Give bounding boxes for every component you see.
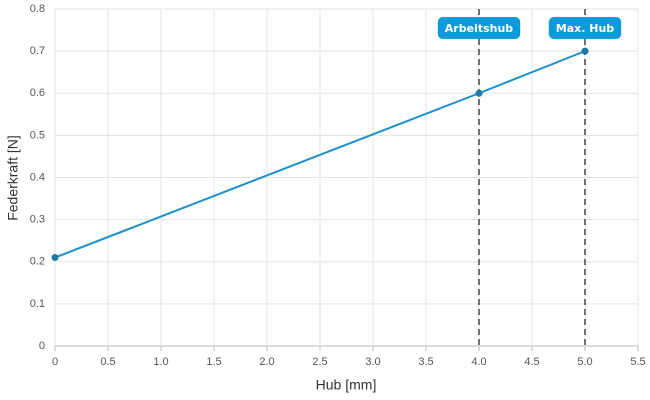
x-tick-label: 3.5	[418, 356, 433, 368]
point	[51, 254, 59, 262]
y-tick-label: 0.3	[30, 214, 45, 226]
y-tick-label: 0	[39, 340, 45, 352]
x-axis-title: Hub [mm]	[316, 377, 377, 393]
y-tick-label: 0.2	[30, 256, 45, 268]
x-tick-label: 4.5	[524, 356, 539, 368]
y-tick-label: 0.8	[30, 3, 45, 15]
y-tick-label: 0.6	[30, 87, 45, 99]
y-tick-label: 0.7	[30, 45, 45, 57]
point	[475, 89, 483, 97]
annotation-box	[437, 17, 521, 39]
x-tick-label: 5.5	[630, 356, 645, 368]
annotation-box	[548, 17, 622, 39]
point	[581, 47, 589, 55]
y-tick-label: 0.4	[30, 171, 45, 183]
y-tick-label: 0.1	[30, 298, 45, 310]
y-tick-label: 0.5	[30, 129, 45, 141]
y-axis-title: Federkraft [N]	[5, 135, 21, 221]
x-tick-label: 4.0	[471, 356, 486, 368]
annotation-label: Arbeitshub	[445, 22, 514, 35]
x-tick-label: 1.0	[153, 356, 168, 368]
x-tick-label: 3.0	[365, 356, 380, 368]
x-tick-label: 2.0	[259, 356, 274, 368]
annotation-label: Max. Hub	[556, 22, 615, 35]
x-tick-label: 0	[52, 356, 58, 368]
x-tick-label: 1.5	[206, 356, 221, 368]
x-tick-label: 2.5	[312, 356, 327, 368]
x-tick-label: 0.5	[100, 356, 115, 368]
x-tick-label: 5.0	[577, 356, 592, 368]
